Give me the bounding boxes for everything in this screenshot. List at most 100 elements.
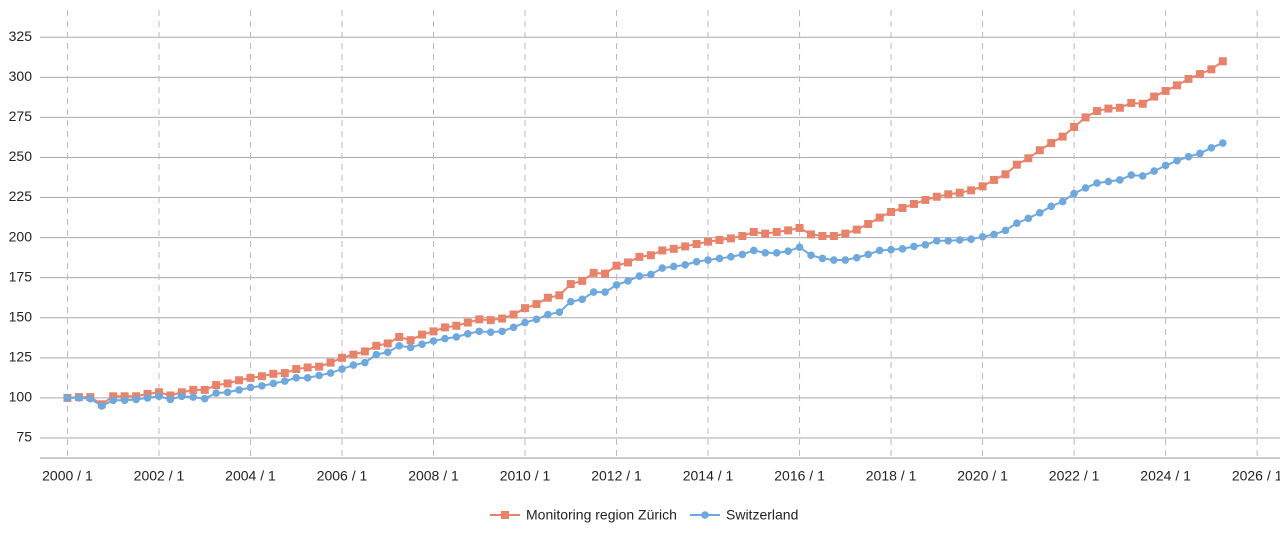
marker (704, 256, 712, 264)
marker (887, 245, 895, 254)
marker (944, 190, 953, 199)
legend-label: Switzerland (726, 507, 798, 523)
marker (1058, 197, 1067, 206)
marker (1081, 184, 1090, 192)
marker (395, 332, 404, 341)
marker (1196, 149, 1204, 158)
marker (875, 246, 884, 255)
marker (612, 261, 621, 270)
marker (921, 241, 930, 249)
marker (452, 333, 461, 341)
marker (475, 315, 484, 324)
marker (864, 219, 873, 228)
marker (727, 253, 735, 261)
marker (1058, 132, 1067, 141)
marker (1195, 70, 1204, 79)
marker (1047, 139, 1056, 148)
legend-label: Monitoring region Zürich (526, 507, 677, 523)
marker (1150, 167, 1158, 175)
marker (383, 348, 392, 357)
marker (658, 264, 667, 272)
marker (1207, 65, 1216, 74)
marker (280, 377, 289, 385)
marker (212, 381, 221, 390)
y-tick-label: 225 (9, 188, 33, 204)
marker (292, 365, 301, 374)
marker (1173, 156, 1181, 165)
marker (1093, 179, 1101, 187)
marker (715, 254, 724, 263)
marker (681, 242, 690, 251)
marker (383, 339, 392, 348)
marker (418, 330, 427, 339)
marker (692, 240, 701, 249)
legend-marker (701, 511, 709, 519)
marker (1127, 98, 1136, 107)
y-tick-label: 300 (9, 68, 33, 84)
x-tick-label: 2014 / 1 (683, 468, 734, 484)
marker (223, 379, 232, 388)
marker (601, 269, 610, 278)
marker (909, 199, 918, 208)
marker (681, 261, 689, 269)
marker (1161, 161, 1170, 170)
marker (1184, 152, 1193, 161)
marker (623, 258, 632, 267)
marker (544, 310, 552, 319)
marker (97, 402, 106, 410)
marker (326, 358, 335, 367)
marker (315, 362, 324, 371)
marker (612, 281, 621, 289)
marker (761, 249, 770, 257)
marker (246, 373, 255, 382)
marker (1024, 154, 1033, 163)
marker (1047, 202, 1056, 211)
marker (349, 350, 358, 359)
marker (738, 250, 747, 259)
marker (887, 207, 896, 216)
marker (154, 388, 163, 397)
marker (143, 394, 152, 402)
marker (86, 394, 95, 403)
marker (830, 256, 838, 264)
marker (726, 234, 735, 243)
marker (555, 291, 564, 300)
marker (337, 353, 346, 362)
marker (829, 232, 838, 241)
marker (589, 288, 598, 296)
marker (578, 295, 587, 304)
x-tick-label: 2010 / 1 (500, 468, 551, 484)
marker (1219, 139, 1227, 147)
marker (1024, 214, 1033, 223)
marker (818, 254, 827, 263)
y-tick-label: 100 (9, 389, 33, 405)
marker (120, 392, 129, 401)
marker (1116, 176, 1124, 184)
marker (326, 369, 335, 377)
marker (658, 246, 667, 255)
marker (933, 237, 941, 245)
marker (566, 297, 575, 306)
marker (761, 229, 770, 238)
marker (509, 310, 518, 319)
marker (532, 315, 541, 324)
marker (990, 175, 999, 184)
marker (486, 316, 495, 325)
marker (338, 365, 346, 373)
marker (818, 232, 827, 241)
x-tick-label: 2026 / 1 (1232, 468, 1280, 484)
marker (143, 389, 152, 398)
marker (795, 223, 804, 232)
marker (601, 288, 609, 296)
marker (120, 396, 129, 405)
x-tick-label: 2004 / 1 (225, 468, 276, 484)
marker (498, 314, 507, 323)
marker (361, 358, 369, 367)
marker (578, 276, 587, 285)
y-tick-label: 75 (16, 429, 32, 445)
marker (1035, 146, 1044, 155)
marker (1013, 219, 1021, 227)
marker (669, 262, 678, 271)
marker (315, 371, 323, 380)
marker (647, 270, 655, 279)
